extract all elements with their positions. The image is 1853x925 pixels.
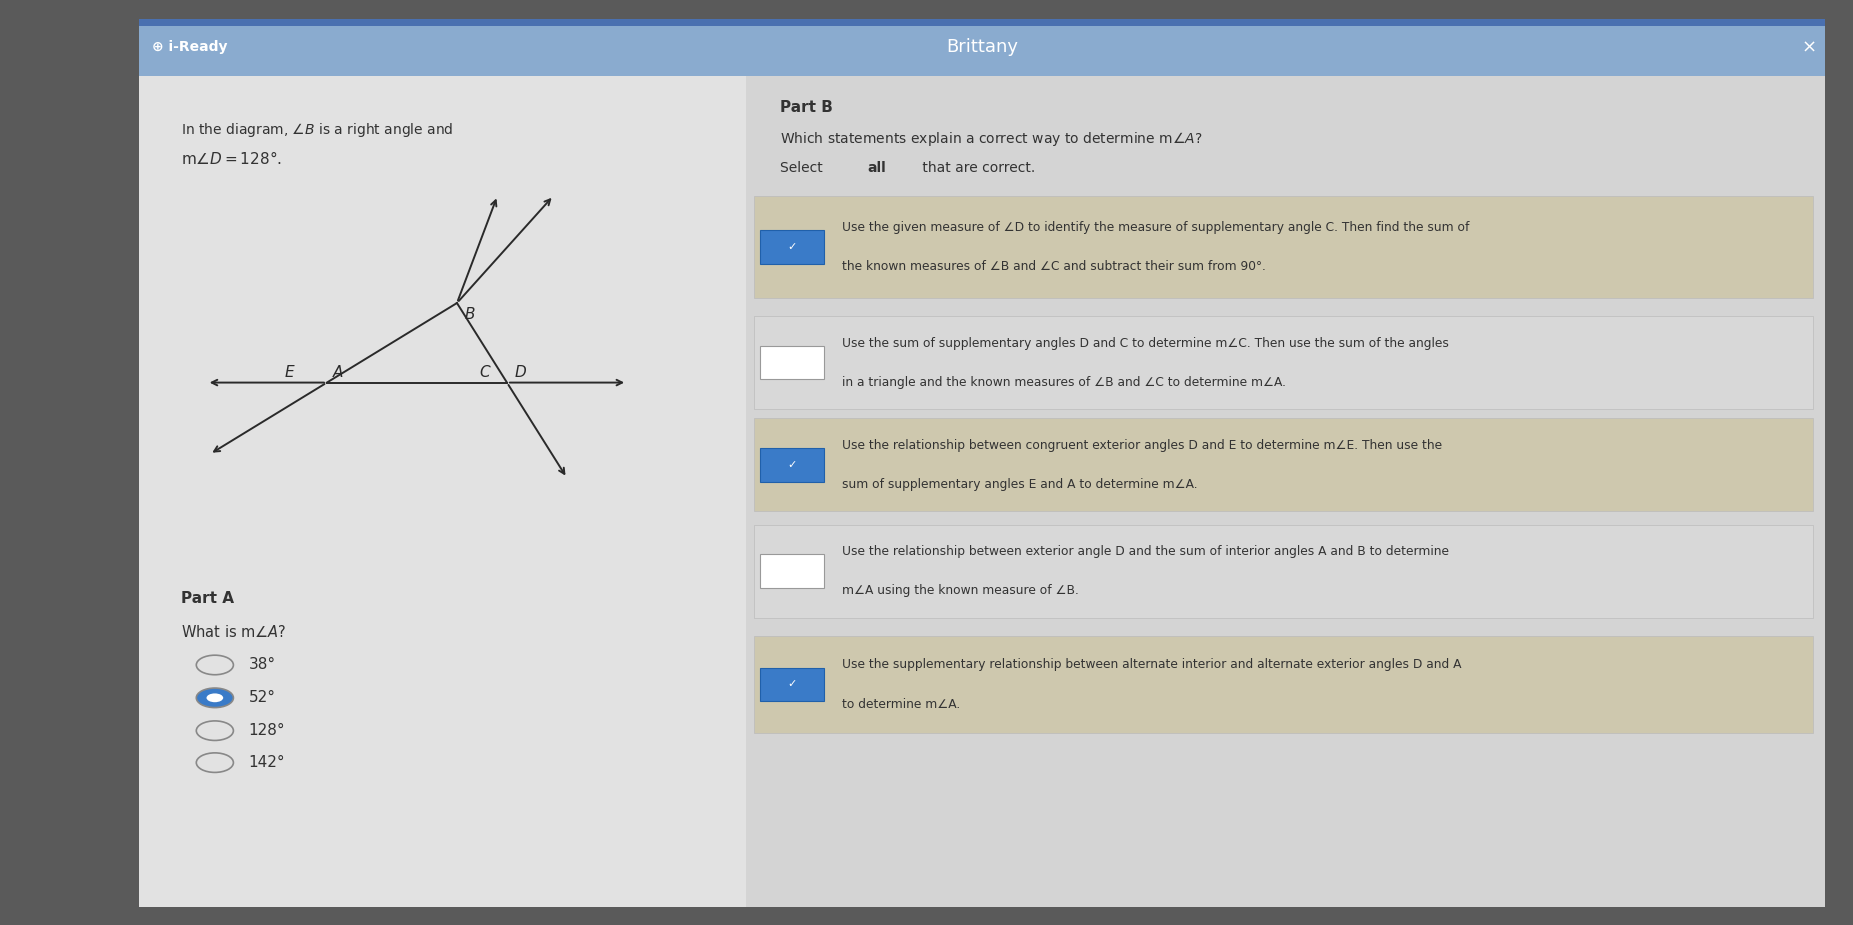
Text: $D$: $D$ (515, 364, 528, 379)
Text: Which statements explain a correct way to determine m$\angle A$?: Which statements explain a correct way t… (780, 130, 1203, 148)
Text: Part B: Part B (780, 100, 832, 116)
Text: 38°: 38° (248, 658, 276, 672)
Text: ⊕ i-Ready: ⊕ i-Ready (152, 41, 228, 55)
FancyBboxPatch shape (747, 76, 1825, 906)
Text: to determine m∠A.: to determine m∠A. (841, 697, 960, 710)
Text: Brittany: Brittany (947, 38, 1017, 56)
FancyBboxPatch shape (760, 346, 823, 379)
FancyBboxPatch shape (760, 668, 823, 701)
Text: 52°: 52° (248, 690, 276, 706)
FancyBboxPatch shape (754, 196, 1814, 298)
Text: sum of supplementary angles E and A to determine m∠A.: sum of supplementary angles E and A to d… (841, 477, 1197, 491)
Text: ×: × (1801, 38, 1816, 56)
Text: ✓: ✓ (788, 680, 797, 689)
FancyBboxPatch shape (754, 418, 1814, 512)
Text: 128°: 128° (248, 723, 285, 738)
FancyBboxPatch shape (754, 635, 1814, 734)
Text: that are correct.: that are correct. (917, 161, 1036, 175)
Text: $A$: $A$ (332, 364, 345, 379)
Text: all: all (867, 161, 886, 175)
FancyBboxPatch shape (139, 18, 1825, 26)
Text: $B$: $B$ (465, 306, 476, 322)
Circle shape (196, 688, 233, 708)
Text: m∠A using the known measure of ∠B.: m∠A using the known measure of ∠B. (841, 585, 1078, 598)
Text: ✓: ✓ (788, 242, 797, 253)
Text: ✓: ✓ (788, 460, 797, 470)
Text: Use the relationship between exterior angle D and the sum of interior angles A a: Use the relationship between exterior an… (841, 545, 1449, 559)
FancyBboxPatch shape (754, 524, 1814, 618)
FancyBboxPatch shape (760, 230, 823, 264)
Text: in a triangle and the known measures of ∠B and ∠C to determine m∠A.: in a triangle and the known measures of … (841, 376, 1286, 388)
Text: Use the relationship between congruent exterior angles D and E to determine m∠E.: Use the relationship between congruent e… (841, 438, 1442, 451)
Text: the known measures of ∠B and ∠C and subtract their sum from 90°.: the known measures of ∠B and ∠C and subt… (841, 260, 1266, 273)
FancyBboxPatch shape (139, 18, 1825, 76)
Text: $\mathrm{m}\angle D = 128°.$: $\mathrm{m}\angle D = 128°.$ (182, 150, 282, 166)
Text: Select: Select (780, 161, 826, 175)
Text: Use the given measure of ∠D to identify the measure of supplementary angle C. Th: Use the given measure of ∠D to identify … (841, 221, 1469, 234)
FancyBboxPatch shape (139, 76, 747, 906)
Circle shape (206, 694, 222, 702)
Text: What is m$\angle A$?: What is m$\angle A$? (182, 624, 287, 640)
Text: $C$: $C$ (480, 364, 493, 379)
FancyBboxPatch shape (754, 316, 1814, 409)
Text: 142°: 142° (248, 755, 285, 771)
FancyBboxPatch shape (760, 554, 823, 588)
Text: Use the supplementary relationship between alternate interior and alternate exte: Use the supplementary relationship betwe… (841, 659, 1462, 672)
Text: $E$: $E$ (284, 364, 296, 379)
Text: Use the sum of supplementary angles D and C to determine m∠C. Then use the sum o: Use the sum of supplementary angles D an… (841, 337, 1449, 350)
FancyBboxPatch shape (760, 448, 823, 482)
Text: In the diagram, $\angle B$ is a right angle and: In the diagram, $\angle B$ is a right an… (182, 120, 454, 139)
Text: Part A: Part A (182, 591, 233, 606)
